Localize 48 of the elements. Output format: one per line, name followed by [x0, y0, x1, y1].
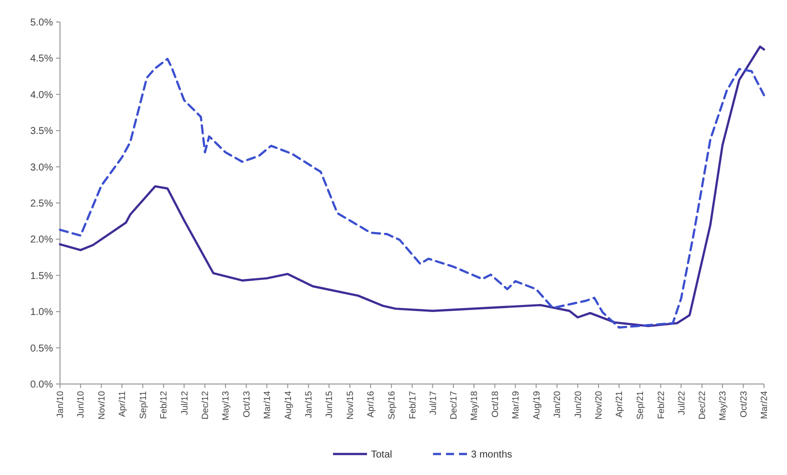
x-tick-label: Feb/22	[656, 391, 666, 420]
x-tick-label: Sep/11	[138, 391, 148, 419]
x-tick-label: Nov/15	[345, 391, 356, 420]
y-tick-label: 4.5%	[30, 54, 54, 65]
x-tick-label: Jan/15	[304, 391, 314, 418]
y-tick-label: 3.5%	[30, 126, 54, 138]
x-tick-label: Apr/11	[117, 391, 128, 417]
x-tick-label: Mar/19	[510, 391, 521, 420]
x-tick-label: Sep/21	[635, 391, 646, 420]
x-tick-label: May/23	[718, 391, 728, 421]
y-tick-label: 2.0%	[30, 234, 54, 246]
y-tick-label: 4.0%	[30, 90, 54, 101]
legend-label: 3 months	[471, 450, 512, 460]
x-tick-label: Oct/23	[738, 391, 748, 418]
x-tick-label: Nov/10	[96, 391, 107, 420]
x-tick-label: May/18	[469, 391, 480, 421]
x-tick-label: Jun/10	[76, 391, 86, 418]
x-tick-label: Jul/17	[428, 391, 438, 416]
x-tick-label: Aug/14	[282, 391, 293, 420]
x-tick-label: Feb/17	[407, 391, 418, 420]
x-tick-label: Feb/12	[158, 391, 169, 420]
x-tick-label: Mar/24	[759, 391, 770, 420]
x-tick-label: Oct/13	[241, 391, 252, 418]
x-tick-label: Jul/22	[676, 391, 686, 416]
legend-label: Total	[371, 450, 392, 460]
x-tick-label: Jun/15	[324, 391, 334, 418]
x-tick-label: Nov/20	[594, 391, 604, 420]
x-tick-label: Dec/17	[448, 391, 459, 420]
x-tick-label: May/13	[220, 391, 231, 421]
x-tick-label: Aug/19	[531, 391, 542, 420]
x-tick-label: Dec/22	[697, 391, 708, 420]
x-tick-label: Jul/12	[179, 391, 190, 416]
y-tick-label: 2.5%	[30, 198, 54, 210]
x-tick-label: Oct/18	[490, 391, 500, 418]
x-tick-label: Apr/16	[366, 391, 376, 418]
x-tick-label: Jan/10	[55, 391, 66, 418]
y-tick-label: 0.0%	[30, 380, 54, 390]
y-tick-label: 0.5%	[30, 343, 54, 354]
x-tick-label: Sep/16	[386, 391, 397, 420]
x-tick-label: Apr/21	[614, 391, 624, 418]
y-tick-label: 5.0%	[30, 18, 54, 28]
x-tick-label: Jan/20	[552, 391, 562, 418]
y-tick-label: 1.5%	[30, 270, 54, 282]
x-tick-label: Jun/20	[572, 391, 583, 418]
y-tick-label: 3.0%	[30, 162, 54, 174]
y-tick-label: 1.0%	[30, 307, 54, 318]
x-tick-label: Dec/12	[200, 391, 210, 420]
x-tick-label: Mar/14	[262, 391, 272, 420]
